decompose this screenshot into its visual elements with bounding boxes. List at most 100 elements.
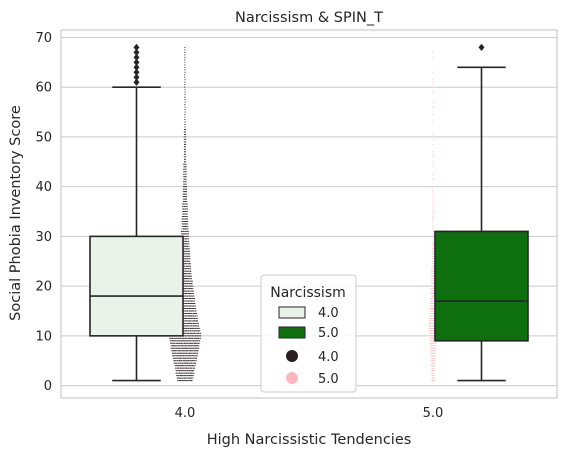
- swarm-point: [191, 377, 193, 379]
- swarm-point: [184, 243, 186, 245]
- swarm-point: [188, 250, 190, 252]
- swarm-point: [181, 337, 183, 339]
- swarm-point: [188, 322, 190, 324]
- swarm-point: [185, 337, 187, 339]
- swarm-point: [192, 335, 194, 337]
- swarm-point: [187, 288, 189, 290]
- swarm-point: [182, 196, 184, 198]
- swarm-point: [172, 340, 174, 342]
- swarm-point: [180, 230, 182, 232]
- swarm-point: [182, 365, 184, 367]
- swarm-point: [185, 352, 187, 354]
- swarm-point: [431, 253, 433, 255]
- swarm-point: [183, 215, 185, 217]
- y-tick-label: 10: [35, 329, 52, 344]
- swarm-point: [197, 350, 199, 352]
- swarm-point: [197, 335, 199, 337]
- swarm-point: [196, 332, 198, 334]
- x-axis-label: High Narcissistic Tendencies: [207, 432, 412, 448]
- swarm-point: [188, 335, 190, 337]
- swarm-point: [170, 345, 172, 347]
- swarm-point: [194, 335, 196, 337]
- swarm-point: [195, 315, 197, 317]
- swarm-point: [432, 223, 434, 225]
- swarm-point: [179, 362, 181, 364]
- swarm-point: [183, 263, 185, 265]
- swarm-point: [433, 362, 435, 364]
- swarm-point: [188, 290, 190, 292]
- swarm-point: [183, 206, 185, 208]
- swarm-point: [175, 347, 177, 349]
- outlier-marker: [133, 53, 140, 61]
- swarm-point: [430, 307, 432, 309]
- swarm-point: [183, 146, 185, 148]
- swarm-point: [185, 268, 187, 270]
- swarm-point: [188, 275, 190, 277]
- swarm-point: [178, 370, 180, 372]
- swarm-point: [181, 350, 183, 352]
- swarm-point: [187, 370, 189, 372]
- swarm-point: [183, 367, 185, 369]
- swarm-point: [189, 268, 191, 270]
- swarm-point: [182, 201, 184, 203]
- swarm-point: [184, 161, 186, 163]
- swarm-point: [189, 375, 191, 377]
- swarm-point: [169, 340, 171, 342]
- swarm-point: [184, 206, 186, 208]
- swarm-point: [181, 362, 183, 364]
- swarm-point: [196, 342, 198, 344]
- swarm-point: [189, 290, 191, 292]
- swarm-point: [184, 46, 186, 48]
- swarm-point: [187, 347, 189, 349]
- swarm-point: [184, 54, 186, 56]
- swarm-point: [184, 186, 186, 188]
- swarm-point: [198, 340, 200, 342]
- swarm-point: [190, 285, 192, 287]
- swarm-point: [186, 223, 188, 225]
- swarm-point: [183, 240, 185, 242]
- swarm-point: [172, 357, 174, 359]
- x-tick-label: 5.0: [423, 406, 444, 421]
- swarm-point: [183, 345, 185, 347]
- swarm-point: [175, 340, 177, 342]
- swarm-point: [190, 320, 192, 322]
- swarm-point: [186, 198, 188, 200]
- swarm-point: [182, 208, 184, 210]
- swarm-point: [188, 295, 190, 297]
- swarm-point: [186, 280, 188, 282]
- swarm-point: [181, 377, 183, 379]
- swarm-point: [192, 345, 194, 347]
- swarm-point: [187, 280, 189, 282]
- swarm-point: [433, 273, 435, 275]
- swarm-point: [192, 370, 194, 372]
- swarm-point: [184, 76, 186, 78]
- legend-frame: [260, 274, 357, 393]
- swarm-point: [185, 360, 187, 362]
- swarm-point: [432, 307, 434, 309]
- swarm-point: [187, 315, 189, 317]
- swarm-point: [186, 263, 188, 265]
- swarm-point: [186, 283, 188, 285]
- swarm-point: [192, 330, 194, 332]
- swarm-point: [192, 365, 194, 367]
- swarm-point: [193, 372, 195, 374]
- swarm-point: [189, 258, 191, 260]
- swarm-point: [169, 337, 171, 339]
- swarm-point: [185, 275, 187, 277]
- swarm-point: [431, 332, 433, 334]
- swarm-point: [183, 275, 185, 277]
- swarm-point: [185, 235, 187, 237]
- swarm-point: [196, 312, 198, 314]
- swarm-point: [431, 347, 433, 349]
- swarm-point: [181, 352, 183, 354]
- swarm-point: [189, 283, 191, 285]
- swarm-point: [431, 337, 433, 339]
- swarm-point: [191, 315, 193, 317]
- swarm-point: [432, 280, 434, 282]
- swarm-point: [181, 220, 183, 222]
- swarm-point: [192, 350, 194, 352]
- swarm-point: [193, 325, 195, 327]
- swarm-point: [196, 317, 198, 319]
- swarm-point: [189, 300, 191, 302]
- swarm-point: [182, 206, 184, 208]
